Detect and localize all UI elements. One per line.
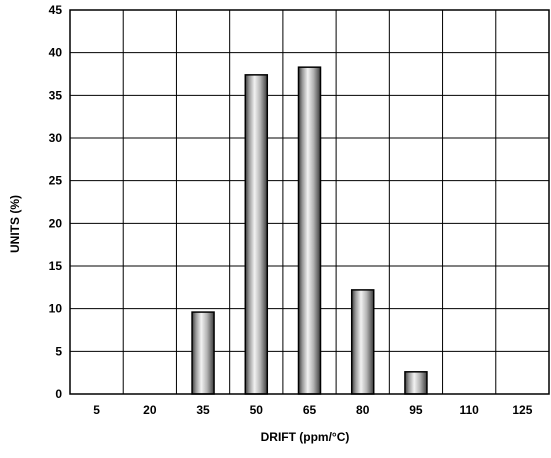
bar-95 [404, 371, 428, 395]
x-tick-labels: 5 20 35 50 65 80 95 110 125 [93, 403, 532, 417]
y-tick-label: 5 [55, 344, 62, 358]
y-tick-label: 20 [49, 216, 63, 230]
bar-50 [244, 74, 269, 395]
y-tick-labels: 0 5 10 15 20 25 30 35 40 45 [49, 3, 63, 401]
y-tick-label: 30 [49, 131, 63, 145]
x-tick-label: 20 [143, 403, 157, 417]
x-axis-title: DRIFT (ppm/°C) [261, 430, 350, 444]
y-tick-label: 45 [49, 3, 63, 17]
x-tick-label: 50 [250, 403, 264, 417]
bars [191, 66, 428, 395]
y-axis-title: UNITS (%) [8, 195, 22, 253]
x-tick-label: 5 [93, 403, 100, 417]
plot-border [69, 9, 550, 395]
x-tick-label: 35 [196, 403, 210, 417]
y-tick-label: 40 [49, 46, 63, 60]
y-tick-label: 10 [49, 302, 63, 316]
y-tick-label: 0 [55, 387, 62, 401]
bar-80 [350, 289, 375, 395]
y-tick-label: 25 [49, 174, 63, 188]
y-tick-label: 35 [49, 88, 63, 102]
plot-frame [69, 9, 550, 395]
x-tick-label: 80 [356, 403, 370, 417]
y-tick-label: 15 [49, 259, 63, 273]
bar-35 [191, 311, 215, 395]
x-tick-label: 95 [409, 403, 423, 417]
x-tick-label: 110 [459, 403, 479, 417]
x-tick-label: 65 [303, 403, 317, 417]
x-tick-label: 125 [512, 403, 532, 417]
bar-65 [297, 66, 322, 395]
